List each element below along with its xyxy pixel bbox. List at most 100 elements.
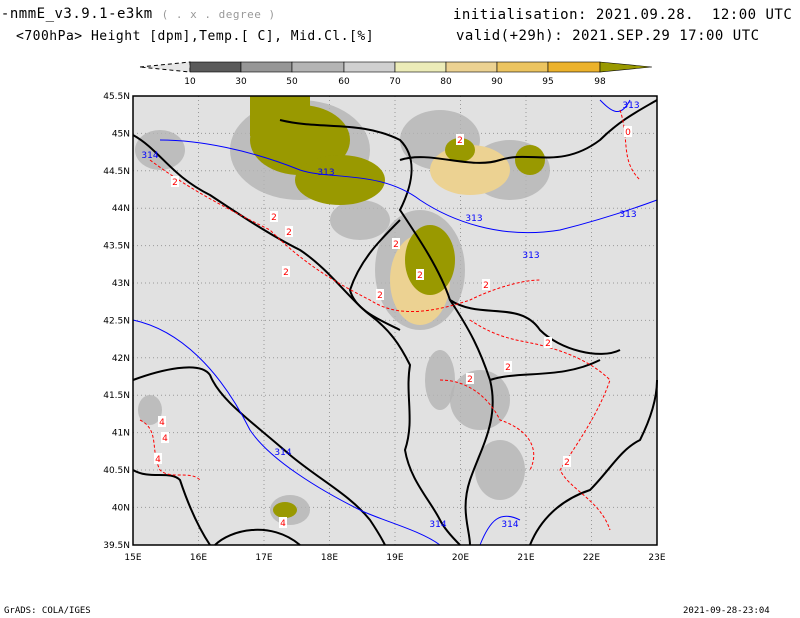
label-bg: [376, 289, 384, 300]
height-label: 313: [465, 214, 482, 224]
lon-label: 16E: [190, 553, 207, 563]
lat-label: 42.5N: [103, 316, 130, 326]
height-label: 314: [141, 151, 158, 161]
cloud-patch-dense: [250, 96, 310, 136]
label-bg: [544, 337, 552, 348]
cloud-patch-dense: [445, 138, 475, 162]
cloud-patch: [330, 200, 390, 240]
cloud-patch: [138, 395, 162, 425]
temperature-label: 4: [159, 418, 165, 428]
lon-label: 20E: [452, 553, 469, 563]
colorbar-label: 60: [338, 77, 350, 87]
temperature-label: 4: [280, 519, 286, 529]
cloud-patch-dense: [273, 502, 297, 518]
colorbar-label: 80: [440, 77, 452, 87]
lat-label: 41.5N: [103, 391, 130, 401]
label-bg: [158, 416, 166, 427]
cloud-patch: [135, 130, 185, 170]
cloud-patch-dense: [515, 145, 545, 175]
lat-label: 41N: [112, 429, 130, 439]
temperature-label: 2: [545, 339, 551, 349]
height-label: 314: [501, 520, 518, 530]
lon-label: 22E: [583, 553, 600, 563]
cloud-patch-dense: [295, 155, 385, 205]
footer-left: GrADS: COLA/IGES: [4, 606, 91, 616]
valid-time: valid(+29h): 2021.SEP.29 17:00 UTC: [456, 28, 760, 44]
lat-label: 45N: [112, 129, 130, 139]
temperature-label: 4: [155, 455, 161, 465]
label-bg: [279, 517, 287, 528]
footer-right: 2021-09-28-23:04: [683, 606, 770, 616]
temperature-label: 2: [483, 281, 489, 291]
cloud-patch: [475, 440, 525, 500]
temperature-label: 2: [467, 375, 473, 385]
label-bg: [416, 269, 424, 280]
label-bg: [270, 211, 278, 222]
colorbar-label: 50: [286, 77, 298, 87]
fields-title: <700hPa> Height [dpm],Temp.[ C], Mid.Cl.…: [16, 29, 375, 44]
lat-label: 39.5N: [103, 541, 130, 551]
temperature-label: 2: [271, 213, 277, 223]
label-bg: [624, 126, 632, 137]
label-bg: [504, 361, 512, 372]
lon-label: 17E: [255, 553, 272, 563]
label-bg: [171, 176, 179, 187]
init-time: initialisation: 2021.09.28. 12:00 UTC: [453, 7, 793, 23]
height-label: 314: [429, 520, 446, 530]
cloud-patch-dense: [405, 225, 455, 295]
colorbar-upper-triangle: [599, 61, 653, 73]
lat-label: 45.5N: [103, 92, 130, 102]
colorbar-lower-triangle: [139, 61, 191, 73]
temperature-label: 2: [417, 271, 423, 281]
lat-label: 44N: [112, 204, 130, 214]
colorbar-label: 10: [184, 77, 196, 87]
colorbar-label: 30: [235, 77, 247, 87]
height-label: 313: [619, 210, 636, 220]
colorbar-label: 70: [389, 77, 401, 87]
temperature-contours: [139, 109, 641, 531]
temperature-label: 4: [162, 434, 168, 444]
label-bg: [466, 373, 474, 384]
temperature-label: 2: [283, 268, 289, 278]
temperature-label: 2: [457, 136, 463, 146]
temperature-label: 2: [505, 363, 511, 373]
temperature-label: 2: [564, 458, 570, 468]
lon-label: 15E: [124, 553, 141, 563]
temperature-label: 2: [377, 291, 383, 301]
label-bg: [161, 432, 169, 443]
axis-labels: 15E 16E 17E 18E 19E 20E 21E 22E 23E 45.5N 45N 44.5N…: [103, 92, 666, 563]
projection-label: ( . x . degree ): [161, 8, 276, 21]
label-bg: [154, 453, 162, 464]
height-contours: [132, 99, 658, 546]
temperature-label: 0: [625, 128, 631, 138]
cloud-patch: [450, 370, 510, 430]
colorbar: 10 30 50 60 70 80 90 95 98: [139, 61, 653, 87]
lat-label: 42N: [112, 354, 130, 364]
lat-label: 44.5N: [103, 167, 130, 177]
colorbar-label: 95: [542, 77, 553, 87]
coastlines-borders: [132, 99, 658, 546]
height-label: 314: [274, 448, 291, 458]
colorbar-label: 90: [491, 77, 503, 87]
label-bg: [456, 134, 464, 145]
label-bg: [282, 266, 290, 277]
lon-label: 23E: [648, 553, 665, 563]
temperature-label: 2: [172, 178, 178, 188]
lat-label: 40.5N: [103, 466, 130, 476]
lon-label: 19E: [386, 553, 403, 563]
lat-label: 40N: [112, 503, 130, 513]
grid-lines: [133, 96, 657, 545]
label-bg: [563, 456, 571, 467]
temperature-label: 2: [286, 228, 292, 238]
model-title: f-nmmE_v3.9.1-e3km ( . x . degree ): [0, 6, 276, 22]
lat-label: 43N: [112, 279, 130, 289]
lon-label: 18E: [321, 553, 338, 563]
colorbar-label: 98: [594, 77, 606, 87]
lon-label: 21E: [517, 553, 534, 563]
height-label: 313: [522, 251, 539, 261]
temperature-label: 2: [393, 240, 399, 250]
height-label: 313: [317, 168, 334, 178]
label-bg: [285, 226, 293, 237]
